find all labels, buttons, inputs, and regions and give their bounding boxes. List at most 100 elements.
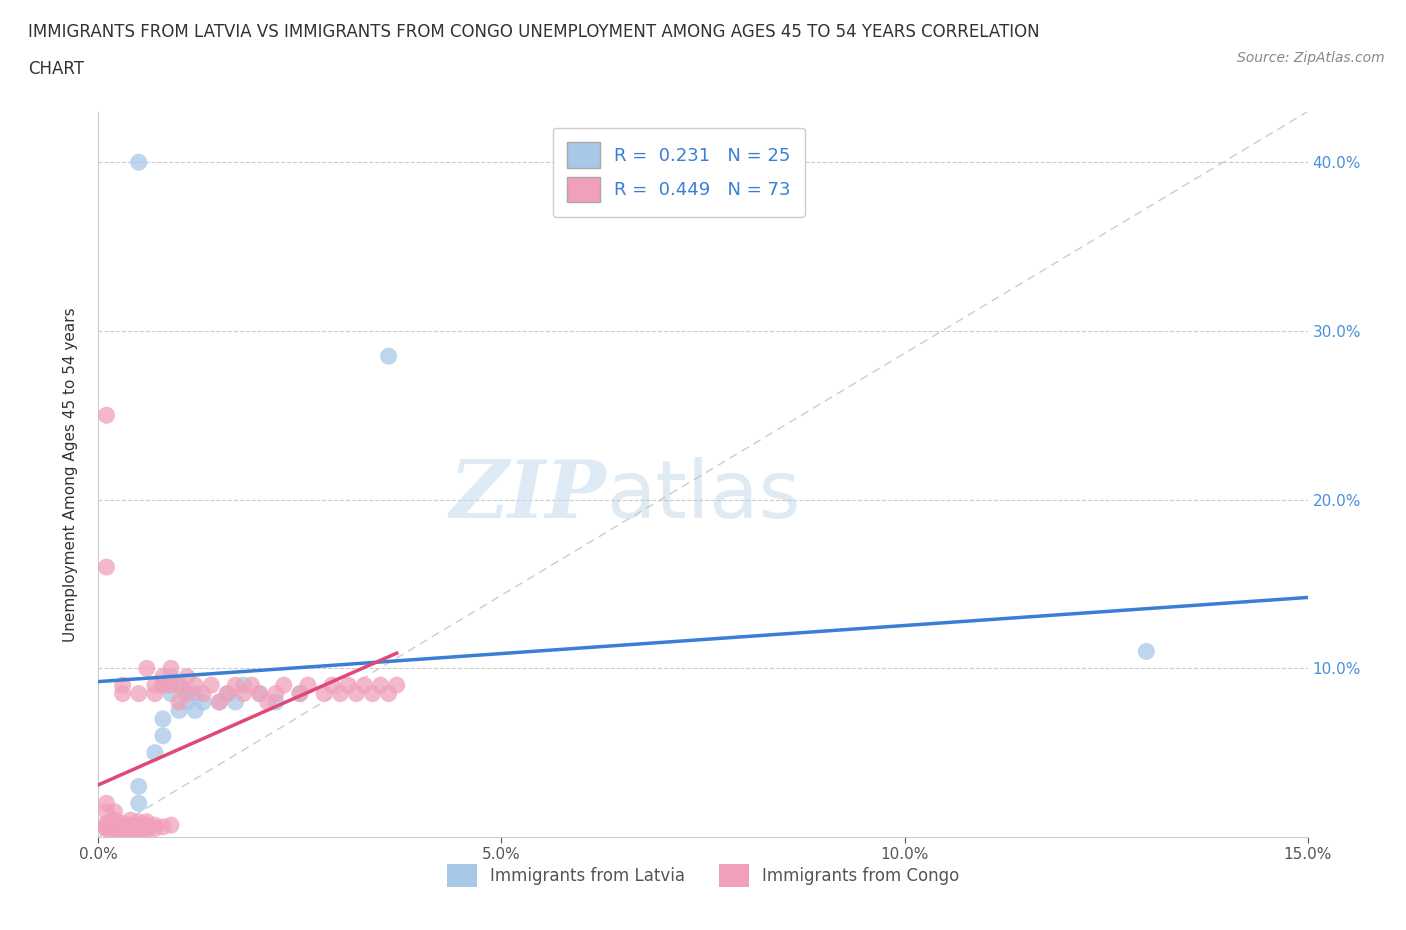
Point — [128, 815, 150, 830]
Point — [143, 686, 166, 701]
Point — [249, 686, 271, 701]
Point — [143, 817, 166, 832]
Point — [103, 817, 125, 832]
Point — [103, 825, 125, 840]
Point — [111, 678, 134, 693]
Point — [193, 695, 215, 710]
Point — [256, 695, 278, 710]
Point — [120, 823, 142, 838]
Point — [152, 670, 174, 684]
Point — [208, 695, 231, 710]
Point — [344, 686, 367, 701]
Point — [361, 686, 384, 701]
Text: Source: ZipAtlas.com: Source: ZipAtlas.com — [1237, 51, 1385, 65]
Point — [120, 817, 142, 832]
Point — [1135, 644, 1157, 658]
Point — [111, 821, 134, 836]
Point — [128, 821, 150, 836]
Point — [152, 728, 174, 743]
Point — [329, 686, 352, 701]
Point — [160, 686, 183, 701]
Point — [128, 796, 150, 811]
Point — [232, 686, 254, 701]
Point — [240, 678, 263, 693]
Point — [128, 779, 150, 794]
Point — [135, 817, 157, 832]
Point — [288, 686, 311, 701]
Point — [152, 678, 174, 693]
Point — [160, 670, 183, 684]
Point — [167, 678, 190, 693]
Point — [103, 813, 125, 828]
Point — [208, 695, 231, 710]
Point — [273, 678, 295, 693]
Point — [120, 813, 142, 828]
Point — [217, 686, 239, 701]
Point — [135, 821, 157, 836]
Point — [176, 670, 198, 684]
Y-axis label: Unemployment Among Ages 45 to 54 years: Unemployment Among Ages 45 to 54 years — [63, 307, 77, 642]
Text: ZIP: ZIP — [450, 458, 606, 535]
Text: IMMIGRANTS FROM LATVIA VS IMMIGRANTS FROM CONGO UNEMPLOYMENT AMONG AGES 45 TO 54: IMMIGRANTS FROM LATVIA VS IMMIGRANTS FRO… — [28, 23, 1040, 41]
Point — [111, 686, 134, 701]
Point — [337, 678, 360, 693]
Point — [96, 560, 118, 575]
Point — [377, 686, 399, 701]
Point — [264, 686, 287, 701]
Point — [103, 821, 125, 836]
Point — [152, 678, 174, 693]
Point — [224, 695, 246, 710]
Point — [120, 821, 142, 836]
Point — [314, 686, 336, 701]
Point — [167, 703, 190, 718]
Point — [135, 815, 157, 830]
Point — [96, 817, 118, 832]
Point — [370, 678, 392, 693]
Point — [120, 825, 142, 840]
Point — [264, 695, 287, 710]
Point — [128, 686, 150, 701]
Point — [128, 154, 150, 169]
Point — [184, 686, 207, 701]
Text: CHART: CHART — [28, 60, 84, 78]
Point — [232, 678, 254, 693]
Point — [96, 816, 118, 830]
Point — [167, 678, 190, 693]
Point — [377, 349, 399, 364]
Point — [224, 678, 246, 693]
Point — [288, 686, 311, 701]
Point — [111, 816, 134, 830]
Point — [143, 678, 166, 693]
Point — [96, 804, 118, 819]
Point — [111, 823, 134, 838]
Point — [143, 745, 166, 760]
Point — [385, 678, 408, 693]
Point — [167, 695, 190, 710]
Point — [321, 678, 343, 693]
Point — [200, 678, 222, 693]
Point — [96, 796, 118, 811]
Point — [160, 661, 183, 676]
Point — [353, 678, 375, 693]
Point — [111, 819, 134, 834]
Point — [249, 686, 271, 701]
Point — [128, 825, 150, 840]
Point — [297, 678, 319, 693]
Point — [103, 819, 125, 834]
Text: atlas: atlas — [606, 457, 800, 535]
Point — [143, 821, 166, 836]
Point — [217, 686, 239, 701]
Point — [193, 686, 215, 701]
Point — [96, 821, 118, 836]
Point — [152, 819, 174, 834]
Legend: Immigrants from Latvia, Immigrants from Congo: Immigrants from Latvia, Immigrants from … — [440, 857, 966, 894]
Point — [152, 711, 174, 726]
Point — [176, 695, 198, 710]
Point — [176, 686, 198, 701]
Point — [128, 817, 150, 832]
Point — [135, 823, 157, 838]
Point — [160, 817, 183, 832]
Point — [184, 703, 207, 718]
Point — [135, 661, 157, 676]
Point — [176, 686, 198, 701]
